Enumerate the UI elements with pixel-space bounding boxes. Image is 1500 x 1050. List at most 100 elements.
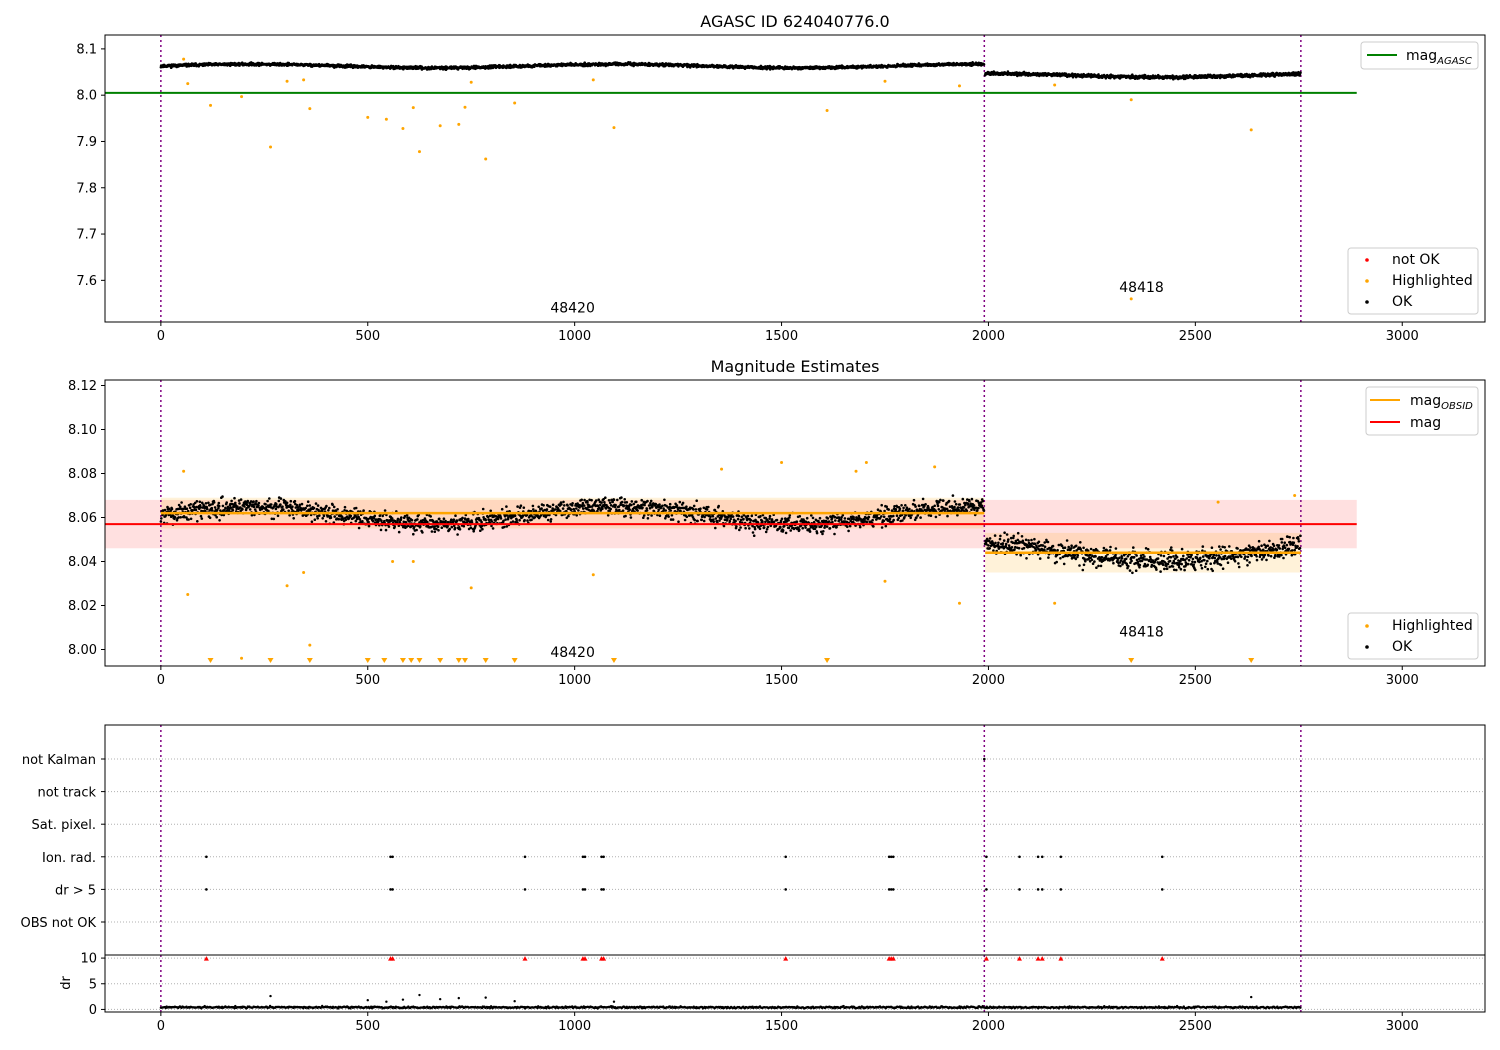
ok-point <box>705 508 709 511</box>
ok-point <box>549 518 553 521</box>
ok-point <box>700 518 703 522</box>
highlighted-point <box>825 108 829 112</box>
legend-label-not-ok: not OK <box>1392 252 1440 268</box>
ok-point <box>295 503 299 507</box>
ok-point <box>636 509 639 512</box>
ok-point <box>429 515 433 518</box>
ok-point <box>575 514 578 517</box>
ok-point <box>582 507 585 510</box>
highlighted-point <box>384 117 388 121</box>
ok-point <box>255 499 258 503</box>
ok-point <box>308 504 312 507</box>
ok-point <box>380 519 383 522</box>
ok-point <box>218 519 221 522</box>
ok-point <box>217 501 221 505</box>
ok-point <box>692 508 695 511</box>
ok-point <box>194 508 198 512</box>
ok-point <box>461 516 464 520</box>
ok-point <box>607 499 611 502</box>
ok-point <box>160 517 163 520</box>
ok-point <box>362 509 365 512</box>
ok-point <box>780 517 784 521</box>
ok-point <box>603 501 606 504</box>
ok-point <box>343 505 347 509</box>
ok-point <box>325 504 328 508</box>
ok-point <box>288 514 291 517</box>
ok-point <box>759 515 762 518</box>
ok-point <box>444 519 447 523</box>
ok-point <box>433 530 437 533</box>
ok-point <box>629 516 633 519</box>
ok-point <box>694 508 698 511</box>
ok-point <box>734 519 737 523</box>
ok-point <box>663 498 666 502</box>
ok-point <box>609 507 612 511</box>
ok-point <box>720 515 724 518</box>
ok-point <box>770 518 774 521</box>
ok-point <box>285 501 289 505</box>
ok-point <box>332 505 336 509</box>
ok-point <box>324 520 328 523</box>
ok-point <box>421 531 424 534</box>
ok-point <box>621 509 625 512</box>
ok-point <box>291 505 294 509</box>
ok-point <box>642 514 646 517</box>
ok-point <box>548 505 552 509</box>
y-tick-label: 8.1 <box>76 42 97 57</box>
ok-point <box>766 525 770 529</box>
ok-point <box>221 504 225 508</box>
ok-point <box>562 500 565 504</box>
y-tick-label: 8.0 <box>76 89 97 104</box>
ok-point <box>272 517 276 521</box>
ok-point <box>396 517 400 521</box>
ok-point <box>300 502 304 506</box>
ok-point <box>277 499 281 503</box>
ok-point <box>349 514 353 518</box>
ok-point <box>416 518 419 521</box>
ok-point <box>238 502 241 505</box>
ok-point <box>331 503 334 507</box>
ok-point <box>789 529 792 532</box>
ok-point <box>753 527 757 531</box>
ok-point <box>484 518 488 522</box>
ok-point <box>344 518 348 521</box>
ok-point <box>582 504 586 507</box>
ok-point <box>188 506 192 510</box>
ok-point <box>808 530 812 533</box>
ok-point <box>281 505 284 509</box>
ok-point <box>768 514 772 518</box>
ok-point <box>208 516 212 520</box>
ok-point <box>667 515 670 518</box>
ok-point <box>185 507 189 511</box>
highlighted-point <box>1249 128 1253 132</box>
agasc-legend-points: not OK Highlighted OK <box>1347 247 1479 315</box>
ok-point <box>748 527 751 530</box>
ok-point <box>491 527 495 530</box>
ok-point <box>257 504 260 508</box>
ok-point <box>669 509 672 512</box>
ok-point <box>620 500 624 504</box>
ok-point <box>481 507 485 511</box>
highlighted-point <box>269 145 273 149</box>
ok-point <box>412 532 415 536</box>
ok-point <box>571 502 574 505</box>
legend-swatch-not-ok <box>1365 258 1369 262</box>
ok-point <box>371 519 375 523</box>
ok-point <box>696 519 699 523</box>
ok-point <box>570 508 573 511</box>
ok-point <box>784 531 788 535</box>
ok-point <box>736 517 740 521</box>
x-tick-label: 2000 <box>972 329 1005 344</box>
ok-point <box>159 520 163 523</box>
ok-point <box>643 503 646 507</box>
ok-point <box>781 529 785 532</box>
ok-point <box>608 501 612 505</box>
y-tick-label: 7.6 <box>76 274 97 289</box>
ok-point <box>367 520 370 524</box>
ok-point <box>788 516 791 519</box>
ok-point <box>458 528 462 531</box>
